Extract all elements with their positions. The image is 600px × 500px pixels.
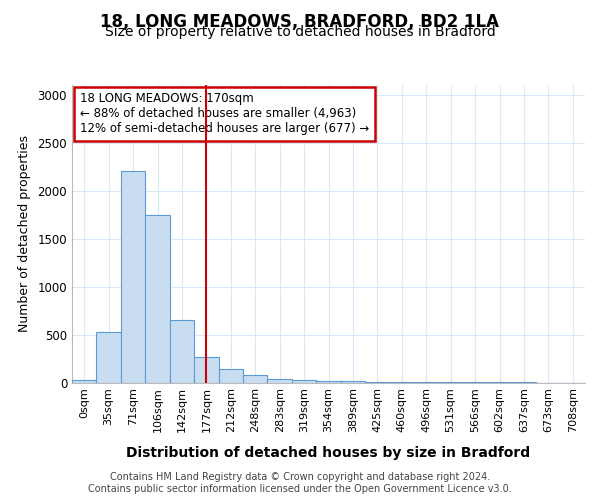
Text: Size of property relative to detached houses in Bradford: Size of property relative to detached ho… xyxy=(104,25,496,39)
Bar xyxy=(194,356,218,382)
Bar xyxy=(97,332,121,382)
X-axis label: Distribution of detached houses by size in Bradford: Distribution of detached houses by size … xyxy=(127,446,530,460)
Bar xyxy=(268,378,292,382)
Bar xyxy=(121,172,145,382)
Bar xyxy=(218,368,243,382)
Bar xyxy=(316,380,341,382)
Text: 18 LONG MEADOWS: 170sqm
← 88% of detached houses are smaller (4,963)
12% of semi: 18 LONG MEADOWS: 170sqm ← 88% of detache… xyxy=(80,92,369,136)
Bar xyxy=(243,376,268,382)
Bar xyxy=(292,380,316,382)
Bar xyxy=(72,380,97,382)
Text: Contains public sector information licensed under the Open Government Licence v3: Contains public sector information licen… xyxy=(88,484,512,494)
Y-axis label: Number of detached properties: Number of detached properties xyxy=(17,135,31,332)
Bar xyxy=(341,381,365,382)
Bar xyxy=(145,214,170,382)
Bar xyxy=(170,320,194,382)
Text: 18, LONG MEADOWS, BRADFORD, BD2 1LA: 18, LONG MEADOWS, BRADFORD, BD2 1LA xyxy=(101,12,499,30)
Text: Contains HM Land Registry data © Crown copyright and database right 2024.: Contains HM Land Registry data © Crown c… xyxy=(110,472,490,482)
